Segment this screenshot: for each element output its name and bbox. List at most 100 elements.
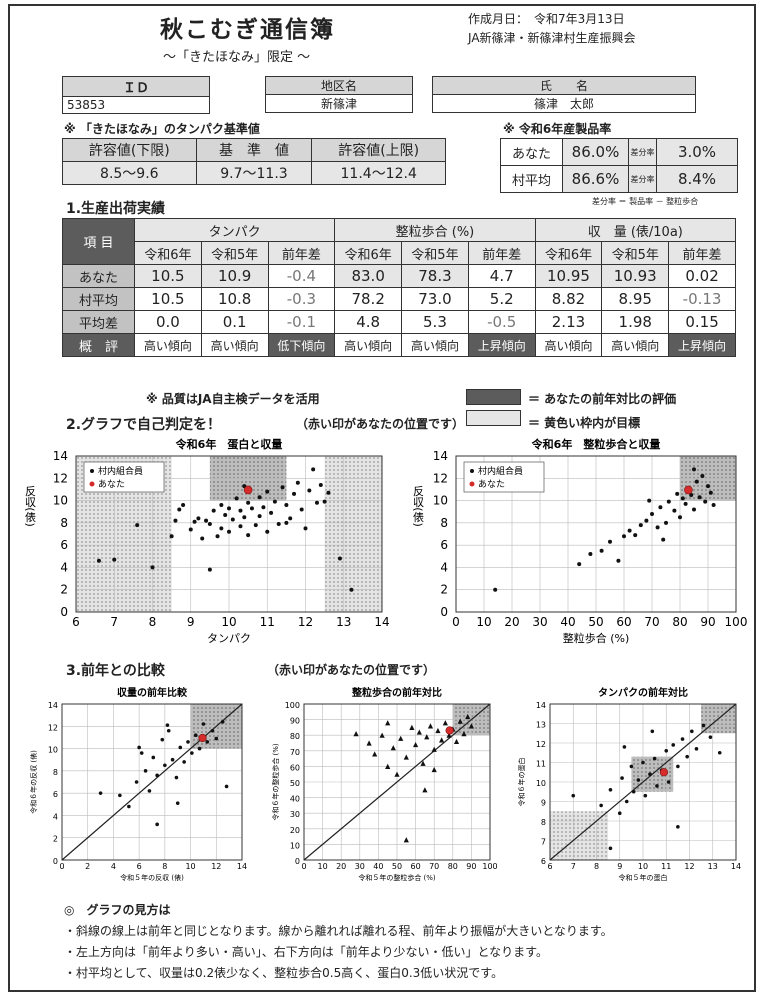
data-point <box>694 747 699 751</box>
performance-table: 項 目 タンパク 整粒歩合 (%) 収 量 (俵/10a) 令和6年 令和5年 前年… <box>62 218 737 357</box>
data-point <box>322 499 327 504</box>
plot-frame <box>303 703 491 861</box>
data-point <box>658 505 663 510</box>
subheader-cell: 令和6年 <box>334 241 403 265</box>
x-tick-label: 100 <box>725 615 748 629</box>
data-point <box>201 722 206 726</box>
data-point <box>631 789 636 794</box>
data-point <box>655 525 660 530</box>
y-tick-label: 12 <box>53 471 68 485</box>
id-label: ＩＤ <box>62 76 210 97</box>
x-axis-label: タンパク <box>207 632 251 645</box>
x-tick-label: 0 <box>59 862 64 871</box>
data-point <box>379 732 385 738</box>
data-point <box>683 501 688 506</box>
subheader-cell: 令和5年 <box>601 241 670 265</box>
name-label: 氏 名 <box>432 76 696 95</box>
data-point <box>182 760 186 764</box>
x-tick-label: 10 <box>638 862 648 871</box>
x-tick-label: 2 <box>85 862 90 871</box>
data-point <box>303 526 308 531</box>
data-point <box>661 537 666 542</box>
value-cell: 10.8 <box>200 287 269 311</box>
y-tick-label: 10 <box>433 494 448 508</box>
data-point <box>446 732 452 738</box>
data-point <box>227 529 231 534</box>
date-label: 作成月日： <box>468 12 523 26</box>
data-point <box>353 731 359 737</box>
area-box: 地区名 新篠津 <box>265 76 413 113</box>
protein-ref-label: 基 準 値 <box>195 138 313 162</box>
chart-protein-yield: 令和6年 蛋白と収量 6 7 8 9 10 11 12 13 14 0 2 4 6 8 10 12 14 タンパク 反… <box>24 437 390 645</box>
your-point <box>445 726 454 735</box>
data-point <box>650 729 655 734</box>
data-point <box>186 740 190 744</box>
x-tick-label: 80 <box>448 862 458 871</box>
data-point <box>461 731 467 737</box>
value-cell: 78.2 <box>334 287 403 311</box>
data-point <box>292 491 297 496</box>
diagonal-line <box>303 703 491 861</box>
value-cell: 高い傾向 <box>534 333 603 357</box>
row-label: あなた <box>62 264 135 288</box>
data-point <box>431 766 437 773</box>
value-cell: 10.9 <box>200 264 269 288</box>
value-cell: 4.7 <box>467 264 536 288</box>
name-value: 篠津 太郎 <box>432 94 696 113</box>
y-tick-label: 8 <box>541 818 546 827</box>
section3-heading: 3.前年との比較 <box>66 663 165 679</box>
y-tick-label: 2 <box>53 835 58 844</box>
data-point <box>708 490 713 495</box>
product-rate-row-label: あなた <box>500 138 563 166</box>
data-point <box>288 516 293 521</box>
y-tick-label: 12 <box>48 723 58 732</box>
data-point <box>608 539 612 544</box>
page-title: 秋こむぎ通信簿 <box>160 17 335 43</box>
legend-marker <box>469 481 475 487</box>
area-label: 地区名 <box>265 76 413 95</box>
value-cell: 0.1 <box>200 310 269 334</box>
explanation-heading: ◎ グラフの見方は <box>64 903 171 917</box>
page-subtitle: ～「きたほなみ」限定 ～ <box>163 50 311 65</box>
x-tick-label: 40 <box>373 862 383 871</box>
data-point <box>196 516 201 521</box>
data-point <box>403 754 409 760</box>
data-point <box>641 760 645 765</box>
diagonal-line <box>61 703 243 861</box>
y-tick-label: 8 <box>440 516 448 530</box>
data-point <box>143 769 148 773</box>
data-point <box>272 499 277 504</box>
y-tick-label: 14 <box>53 449 68 463</box>
data-point <box>155 822 159 827</box>
data-point <box>650 511 654 516</box>
data-point <box>127 804 131 809</box>
data-point <box>155 773 159 778</box>
data-point <box>675 491 680 496</box>
value-cell: 0.02 <box>668 264 736 288</box>
your-point <box>198 733 207 743</box>
product-rate-note: 差分率 ＝ 製品率 － 整粒歩合 <box>592 197 699 206</box>
data-point <box>207 521 212 526</box>
data-point <box>424 734 430 740</box>
protein-ref-value: 9.7～11.3 <box>195 161 313 185</box>
row-label: 概 評 <box>62 333 135 357</box>
target-zone <box>324 456 382 612</box>
value-cell: 5.3 <box>401 310 469 334</box>
data-point <box>403 837 409 843</box>
value-cell: 10.5 <box>134 264 202 288</box>
chart-title: 収量の前年比較 <box>117 686 188 699</box>
plot-frame <box>549 703 737 861</box>
group-header: タンパク <box>133 218 336 242</box>
data-point <box>680 496 685 501</box>
data-point <box>711 503 716 508</box>
data-point <box>261 505 266 510</box>
x-tick-label: 12 <box>211 862 221 871</box>
data-point <box>608 788 613 792</box>
id-box: ＩＤ 53853 <box>62 76 210 114</box>
data-point <box>671 743 676 747</box>
group-header: 収 量 (俵/10a) <box>534 218 737 242</box>
x-tick-label: 30 <box>355 862 365 871</box>
data-point <box>468 723 474 729</box>
data-point <box>577 562 582 567</box>
data-point <box>676 825 680 829</box>
